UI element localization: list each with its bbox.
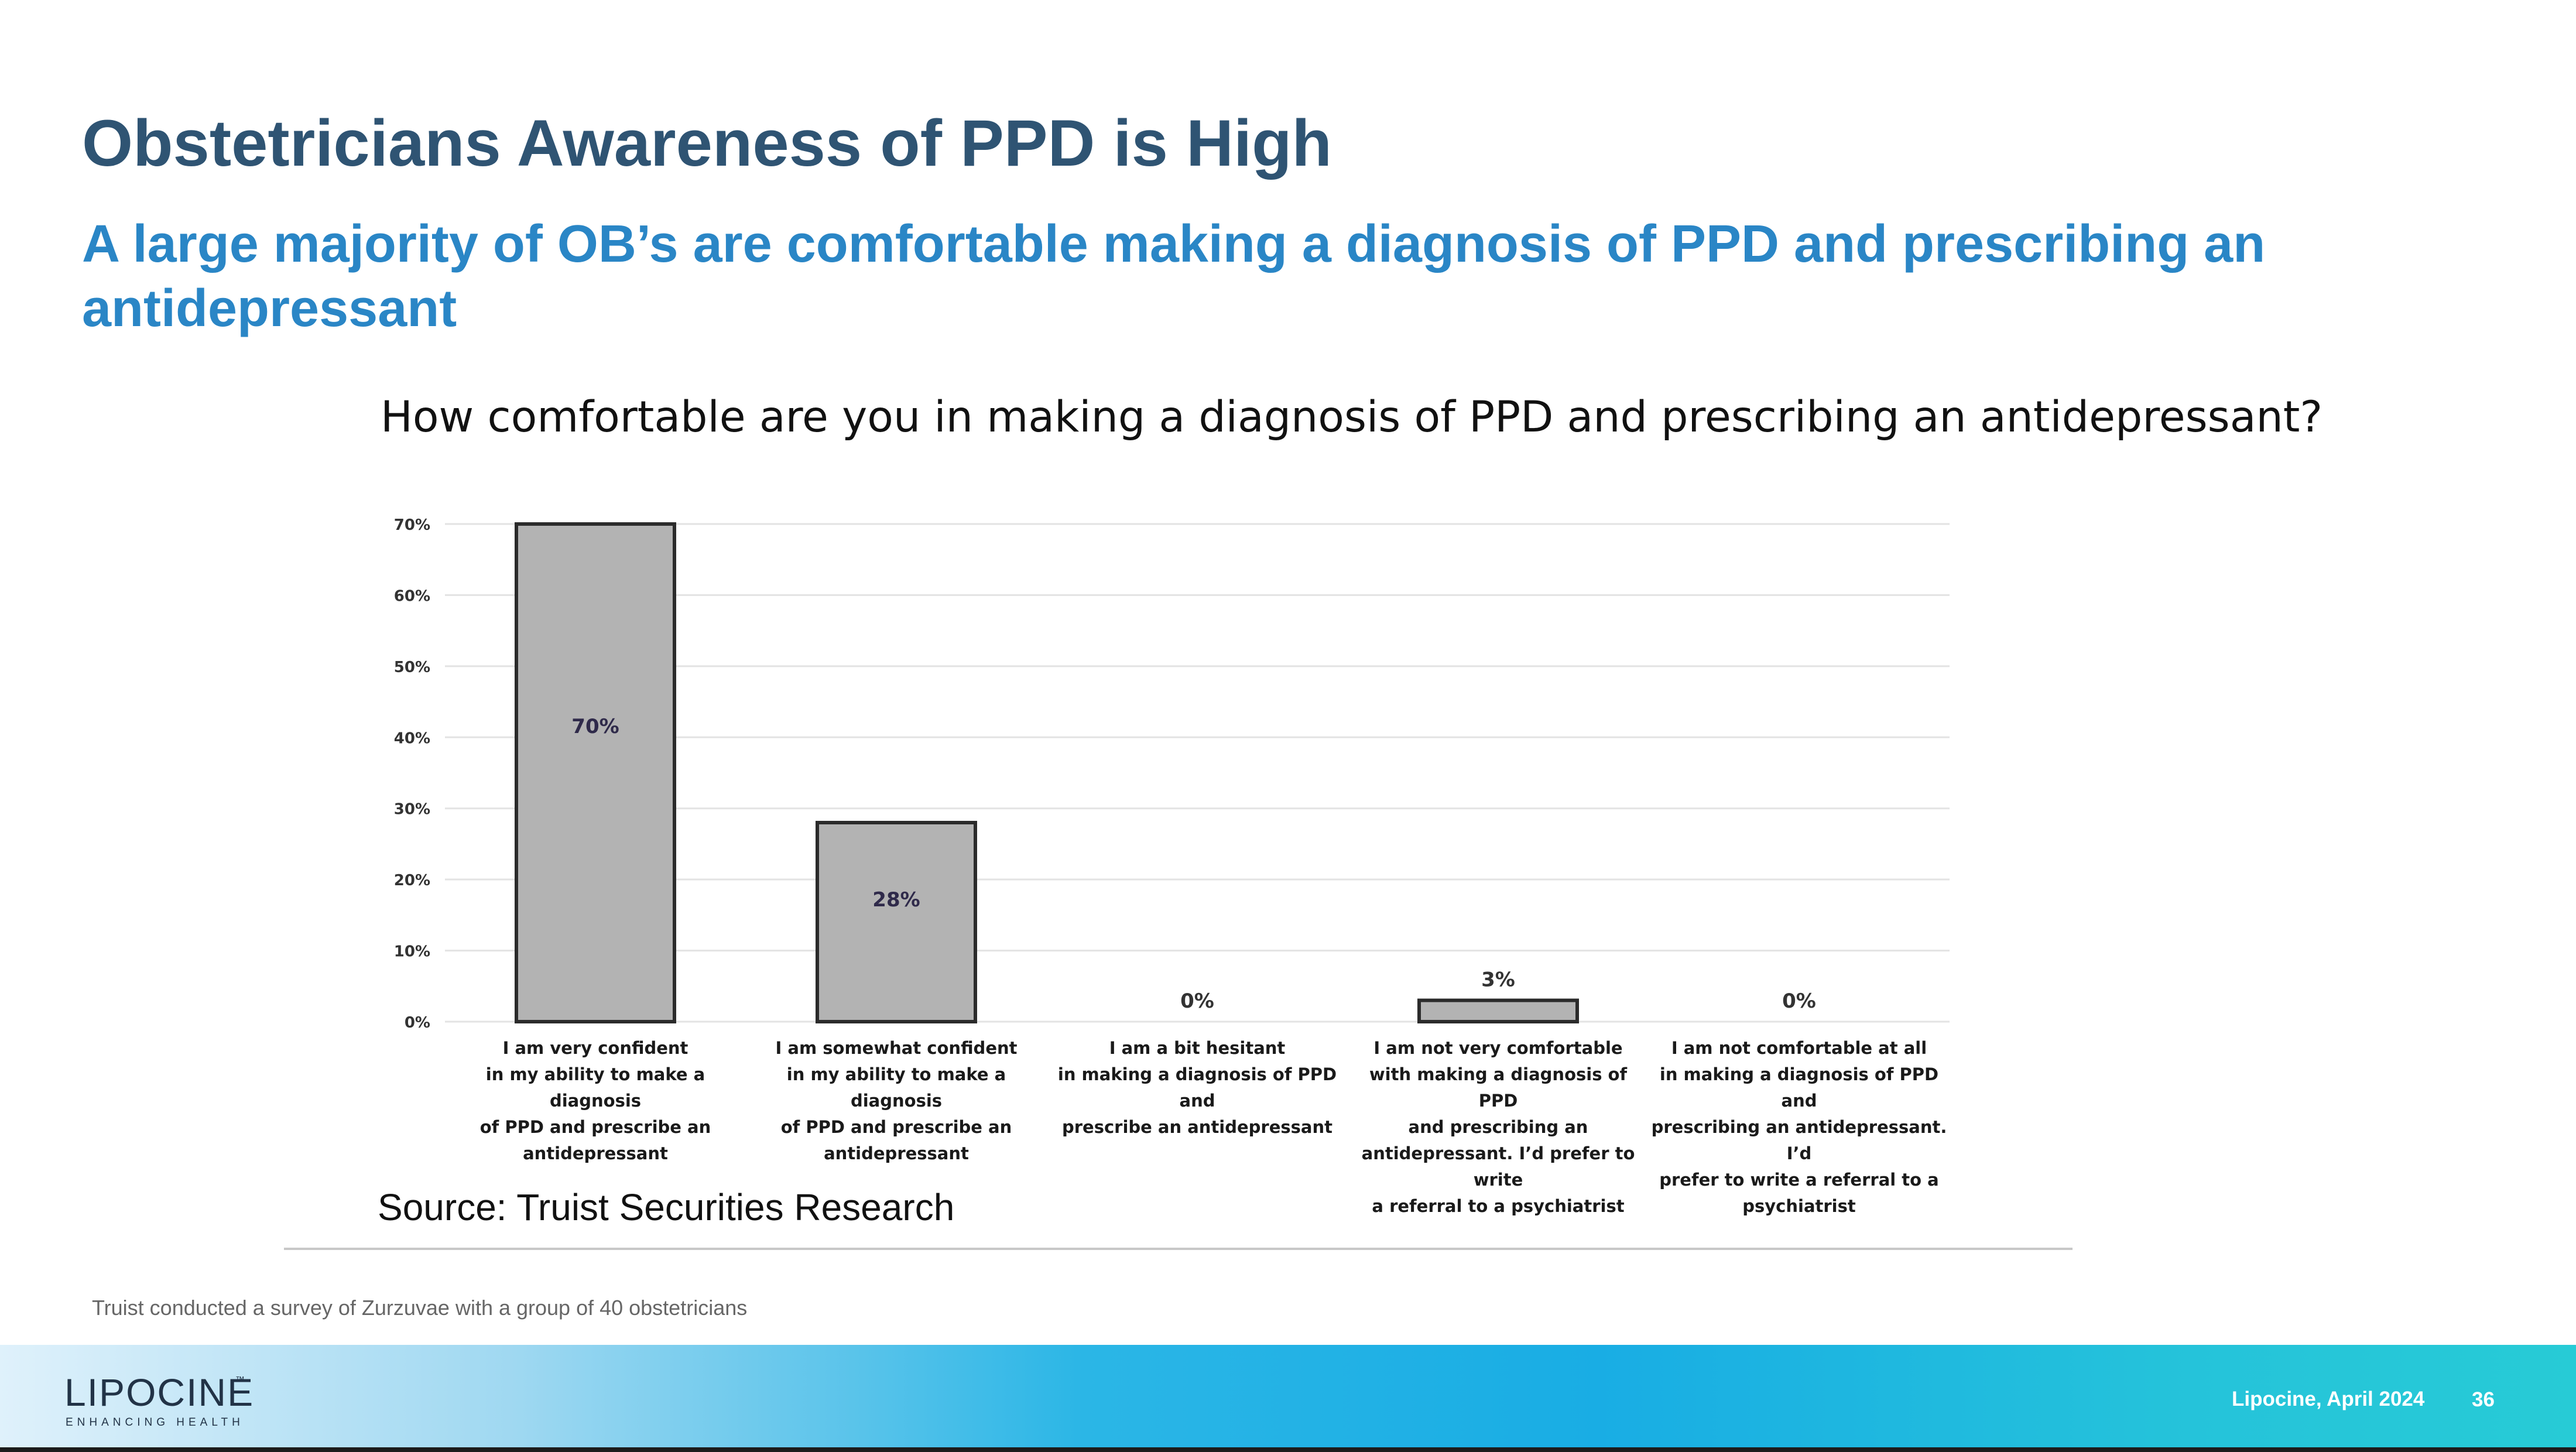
category-label-line: and prescribing an bbox=[1408, 1117, 1588, 1137]
page-number: 36 bbox=[2472, 1388, 2495, 1411]
category-label-line: I am very confident bbox=[502, 1038, 688, 1058]
slide-title: Obstetricians Awareness of PPD is High bbox=[82, 107, 1332, 180]
category-label-line: with making a diagnosis of PPD bbox=[1369, 1064, 1628, 1111]
survey-footnote: Truist conducted a survey of Zurzuvae wi… bbox=[92, 1296, 748, 1320]
bar bbox=[1417, 998, 1579, 1023]
category-label-line: I am not very comfortable bbox=[1373, 1038, 1623, 1058]
y-tick-label: 50% bbox=[394, 659, 430, 676]
category-label-line: a referral to a psychiatrist bbox=[1372, 1196, 1625, 1216]
y-tick-label: 70% bbox=[394, 516, 430, 534]
category-label: I am not very comfortable with making a d… bbox=[1349, 1035, 1647, 1220]
category-label-line: I am a bit hesitant bbox=[1109, 1038, 1286, 1058]
data-label: 3% bbox=[1481, 968, 1515, 992]
category-label: I am somewhat confident in my ability to … bbox=[747, 1035, 1046, 1167]
category-label-line: antidepressant bbox=[523, 1143, 668, 1163]
data-label: 0% bbox=[1180, 989, 1214, 1013]
y-tick-label: 0% bbox=[405, 1014, 430, 1032]
footer-bar bbox=[0, 1345, 2576, 1452]
category-label: I am a bit hesitant in making a diagnosis… bbox=[1048, 1035, 1347, 1141]
bar-chart: 0% 10% 20% 30% 40% 50% 60% 70% 70% 28% 0% 3% 0% bbox=[394, 516, 1950, 1032]
category-label: I am not comfortable at all in making a d… bbox=[1650, 1035, 1948, 1220]
data-label: 70% bbox=[571, 715, 619, 738]
category-label-line: prefer to write a referral to a bbox=[1659, 1170, 1939, 1190]
category-label-line: antidepressant. I’d prefer to write bbox=[1361, 1143, 1635, 1190]
y-tick-label: 40% bbox=[394, 730, 430, 747]
category-label-line: prescribe an antidepressant bbox=[1061, 1117, 1333, 1137]
logo-tagline: ENHANCING HEALTH bbox=[66, 1416, 244, 1429]
category-label-line: of PPD and prescribe an bbox=[780, 1117, 1012, 1137]
y-tick-label: 10% bbox=[394, 943, 430, 961]
lipocine-logo: LIPOCINE ™ ENHANCING HEALTH bbox=[64, 1373, 310, 1432]
y-tick-label: 30% bbox=[394, 801, 430, 819]
slide-subtitle: A large majority of OB’s are comfortable… bbox=[82, 215, 2266, 338]
bar bbox=[515, 522, 676, 1023]
footer-date: Lipocine, April 2024 bbox=[2232, 1388, 2425, 1410]
category-label-line: in making a diagnosis of PPD and bbox=[1057, 1064, 1337, 1111]
category-label-line: of PPD and prescribe an bbox=[479, 1117, 711, 1137]
category-label: I am very confident in my ability to make… bbox=[446, 1035, 745, 1167]
category-label-line: I am not comfortable at all bbox=[1671, 1038, 1927, 1058]
category-label-line: I am somewhat confident bbox=[775, 1038, 1018, 1058]
category-label-line: in making a diagnosis of PPD and bbox=[1659, 1064, 1939, 1111]
category-label-line: psychiatrist bbox=[1742, 1196, 1856, 1216]
category-label-line: prescribing an antidepressant. I’d bbox=[1651, 1117, 1947, 1163]
category-label-line: in my ability to make a diagnosis bbox=[786, 1064, 1006, 1111]
logo-wordmark: LIPOCINE bbox=[64, 1371, 255, 1414]
logo-trademark: ™ bbox=[235, 1375, 245, 1385]
bottom-border bbox=[0, 1447, 2576, 1452]
y-tick-label: 60% bbox=[394, 587, 430, 605]
chart-question: How comfortable are you in making a diag… bbox=[381, 392, 2323, 442]
y-tick-label: 20% bbox=[394, 872, 430, 889]
source-divider bbox=[284, 1248, 2073, 1250]
data-label: 0% bbox=[1782, 989, 1816, 1013]
data-label: 28% bbox=[872, 888, 920, 912]
category-label-line: antidepressant bbox=[824, 1143, 969, 1163]
source-citation: Source: Truist Securities Research bbox=[378, 1186, 955, 1228]
bar bbox=[816, 821, 977, 1023]
category-label-line: in my ability to make a diagnosis bbox=[485, 1064, 705, 1111]
